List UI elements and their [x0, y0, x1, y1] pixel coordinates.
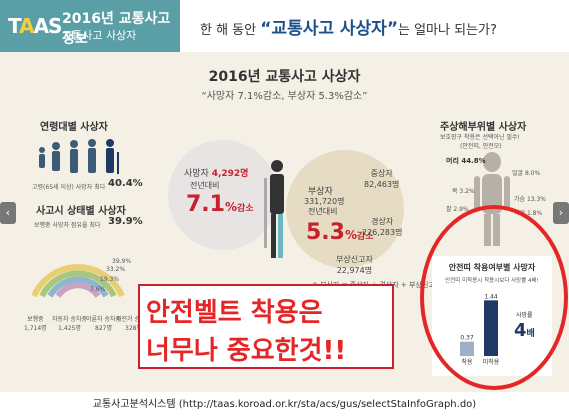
injury-percent: 5.3%감소 [306, 220, 374, 245]
header-subtitle: 교통사고 사상자 [62, 29, 137, 42]
arc-label-1: 39.9% [112, 258, 132, 265]
casualty-circles: 사망자 4,292명 전년대비 7.1%감소 부상자 331,720명 전년대비… [168, 140, 406, 280]
legend-car: 자동차 승차중 1,425명 [52, 316, 88, 332]
next-arrow[interactable]: › [553, 202, 569, 224]
highlight-ring [420, 205, 568, 390]
body-face: 얼굴 8.0% [512, 170, 541, 177]
body-waist: 허리 1.8% [514, 210, 543, 217]
prev-arrow[interactable]: ‹ [0, 202, 16, 224]
overlay-line-2: 너무나 중요한것!! [146, 336, 347, 366]
reported-injury: 부상신고자 22,974명 [336, 255, 373, 275]
arc-label-3: 19.3% [100, 276, 120, 283]
legend-motorcycle: 이륜차 승차중 827명 [86, 316, 122, 332]
status-arc-chart [31, 264, 125, 298]
death-label: 사망자 4,292명 [184, 169, 249, 179]
age-section-title: 연령대별 사상자 [40, 122, 108, 133]
body-chest: 가슴 13.3% [514, 196, 547, 203]
header-title: 2016년 교통사고정보 [62, 11, 171, 47]
body-arm: 팔 2.9% [446, 206, 469, 213]
injury-compare: 전년대비 [308, 207, 338, 216]
header-brand-panel: TAAS 2016년 교통사고정보 교통사고 사상자 [0, 0, 180, 52]
age-note: 고령(65세 이상) 사망자 최다 [32, 184, 106, 191]
taas-logo: TAAS [8, 14, 62, 38]
injury-circle [286, 150, 404, 268]
status-percent: 39.9% [108, 216, 143, 227]
body-note-2: (안전띠, 안전모) [460, 143, 502, 150]
death-compare: 전년대비 [190, 181, 220, 190]
source-footer: 교통사고분석시스템 (http://taas.koroad.or.kr/sta/… [92, 399, 477, 410]
status-section-title: 사고시 상태별 사상자 [36, 206, 126, 217]
overlay-line-1: 안전벨트 착용은 [146, 298, 323, 328]
legend-walk: 보행중 1,714명 [24, 316, 47, 332]
injury-label: 부상자 [308, 187, 333, 197]
arc-label-2: 33.2% [106, 266, 126, 273]
people-icon [39, 139, 119, 174]
header-question: 한 해 동안 “교통사고 사상자”는 얼마나 되는가? [200, 19, 497, 39]
overlay-callout: 안전벨트 착용은 너무나 중요한것!! [138, 284, 394, 369]
body-head: 머리 44.8% [446, 157, 486, 165]
age-percent: 40.4% [108, 178, 143, 189]
legend-bicycle: 자전거 승차중 328명 [116, 316, 152, 332]
injury-value: 331,720명 [304, 197, 345, 206]
arc-label-4: 7.6% [90, 286, 106, 293]
body-section-title: 주상해부위별 사상자 [440, 122, 527, 133]
minor-injury: 경상자 226,283명 [362, 217, 403, 237]
injured-person-icon [264, 160, 284, 258]
death-percent: 7.1%감소 [186, 192, 254, 217]
header: TAAS 2016년 교통사고정보 교통사고 사상자 한 해 동안 “교통사고 … [0, 0, 569, 52]
body-note-1: 보호장구 착용은 선택아닌 필수! [440, 134, 520, 141]
main-title: 2016년 교통사고 사상자 [208, 69, 361, 85]
body-neck: 목 3.2% [452, 188, 475, 195]
severe-injury: 중상자 82,463명 [364, 169, 400, 189]
death-circle [168, 140, 278, 250]
main-subtitle: “사망자 7.1%감소, 부상자 5.3%감소” [201, 91, 368, 102]
status-note: 보행중 사망자 점유율 최다 [34, 222, 101, 229]
